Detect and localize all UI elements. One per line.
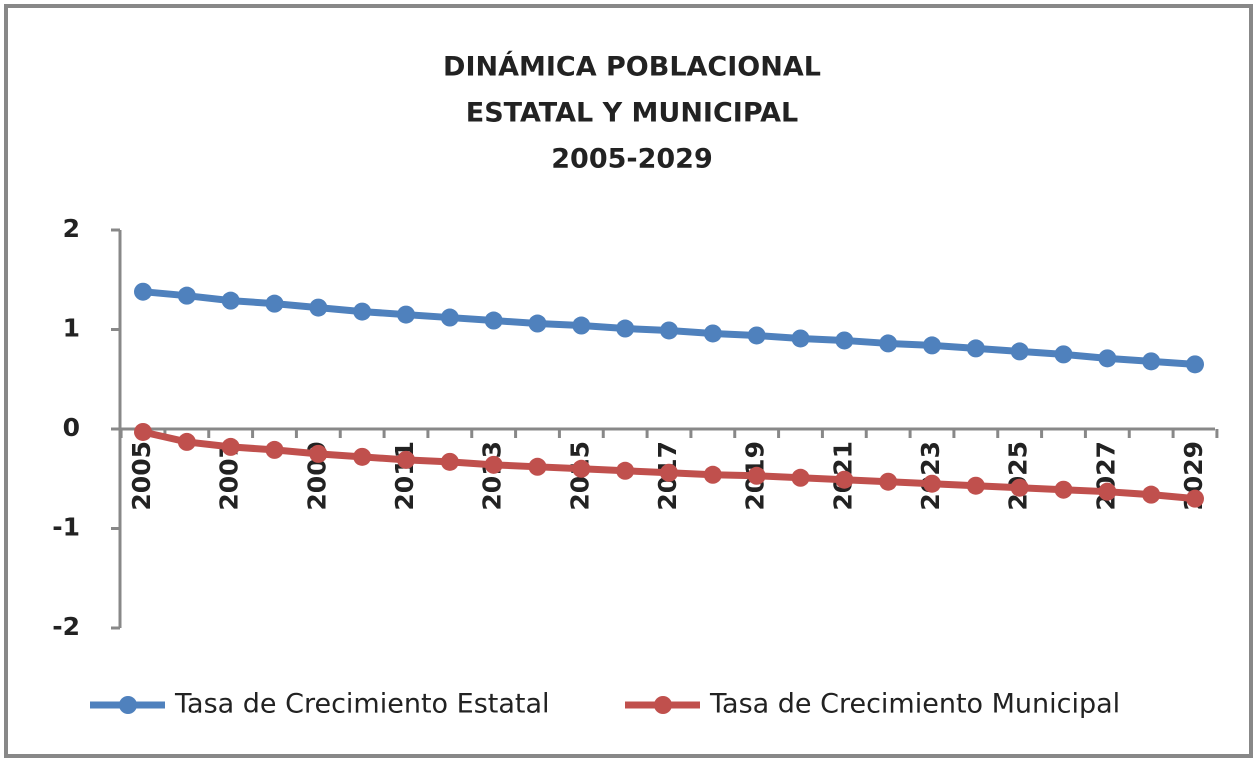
y-tick-label: 1 <box>63 314 80 343</box>
data-point <box>572 459 591 478</box>
data-point <box>397 450 415 469</box>
data-point <box>1142 485 1161 504</box>
data-point <box>835 470 854 489</box>
data-point <box>879 334 898 353</box>
data-point <box>747 326 766 345</box>
data-point <box>966 476 985 495</box>
data-point <box>835 331 854 350</box>
legend-marker <box>119 696 137 714</box>
x-tick-label: 2013 <box>478 441 507 511</box>
y-tick-label: -2 <box>52 612 80 641</box>
data-point <box>1054 345 1073 364</box>
data-point <box>616 319 635 338</box>
data-point <box>660 463 678 482</box>
data-point <box>265 440 284 459</box>
data-point <box>177 432 196 451</box>
legend-marker <box>654 696 672 714</box>
data-point <box>221 291 240 310</box>
data-point <box>703 465 722 484</box>
data-point <box>660 321 678 340</box>
data-point <box>484 455 503 474</box>
x-tick-label: 2005 <box>127 441 156 511</box>
data-point <box>353 302 372 321</box>
y-tick-label: 0 <box>63 413 80 442</box>
chart-title: 2005-2029 <box>551 144 713 175</box>
data-point <box>923 474 941 493</box>
x-tick-label: 2025 <box>1004 441 1033 511</box>
data-point <box>440 308 459 327</box>
data-point <box>1010 478 1029 497</box>
y-tick-label: 2 <box>63 214 80 243</box>
data-point <box>1054 480 1073 499</box>
data-point <box>1186 355 1204 374</box>
data-point <box>747 466 766 485</box>
data-point <box>923 336 941 355</box>
data-point <box>353 447 372 466</box>
data-point <box>309 444 328 463</box>
chart-title: ESTATAL Y MUNICIPAL <box>466 98 799 129</box>
data-point <box>484 311 503 330</box>
data-point <box>528 314 547 333</box>
data-point <box>134 422 152 441</box>
data-point <box>1098 482 1117 501</box>
data-point <box>397 305 415 324</box>
data-point <box>1010 342 1029 361</box>
data-point <box>1186 489 1204 508</box>
data-point <box>791 329 810 348</box>
data-point <box>134 282 152 301</box>
legend-label: Tasa de Crecimiento Municipal <box>709 689 1120 720</box>
data-point <box>1098 349 1117 368</box>
data-point <box>1142 352 1161 371</box>
data-point <box>177 286 196 305</box>
data-point <box>879 472 898 491</box>
data-point <box>572 316 591 335</box>
y-tick-label: -1 <box>52 513 80 542</box>
data-point <box>703 324 722 343</box>
data-point <box>616 461 635 480</box>
legend-label: Tasa de Crecimiento Estatal <box>174 689 550 720</box>
chart-title: DINÁMICA POBLACIONAL <box>443 51 821 83</box>
data-point <box>966 339 985 358</box>
data-point <box>265 294 284 313</box>
data-point <box>528 457 547 476</box>
data-point <box>791 468 810 487</box>
chart-frame <box>4 4 1253 758</box>
data-point <box>440 452 459 471</box>
data-point <box>221 437 240 456</box>
data-point <box>309 298 328 317</box>
